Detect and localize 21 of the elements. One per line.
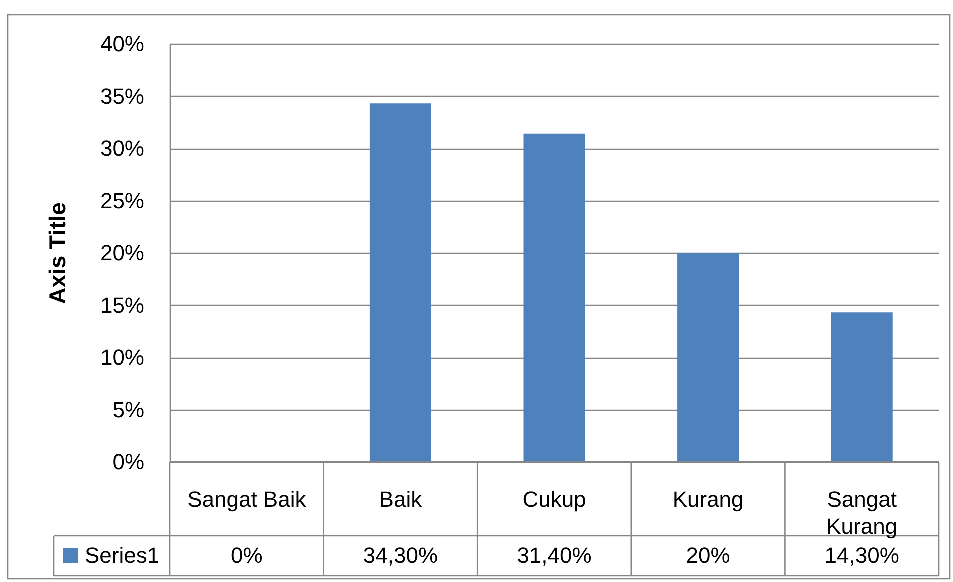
y-tick-label: 30% <box>100 136 144 161</box>
data-label: 14,30% <box>824 543 900 568</box>
y-tick-label: 5% <box>112 397 144 422</box>
data-label: 34,30% <box>363 543 438 568</box>
y-axis-title: Axis Title <box>44 202 70 304</box>
x-tick-label: Sangat Baik <box>188 487 308 512</box>
y-tick-label: 20% <box>100 240 144 266</box>
y-tick-label: 0% <box>112 450 144 474</box>
legend-label: Series1 <box>85 543 160 568</box>
x-tick-label: Kurang <box>672 487 744 512</box>
x-tick-label: Baik <box>379 487 424 512</box>
y-tick-label: 15% <box>100 292 144 318</box>
data-label: 31,40% <box>517 543 592 568</box>
y-tick-label: 35% <box>100 84 144 109</box>
y-tick-label: 10% <box>100 345 144 370</box>
y-tick-label: 25% <box>100 188 144 214</box>
data-label: 0% <box>231 543 263 568</box>
x-tick-label: Cukup <box>522 487 586 512</box>
data-label: 20% <box>686 543 730 568</box>
y-tick-label: 40% <box>100 32 144 56</box>
x-tick-label: Sangat Kurang <box>826 487 898 539</box>
